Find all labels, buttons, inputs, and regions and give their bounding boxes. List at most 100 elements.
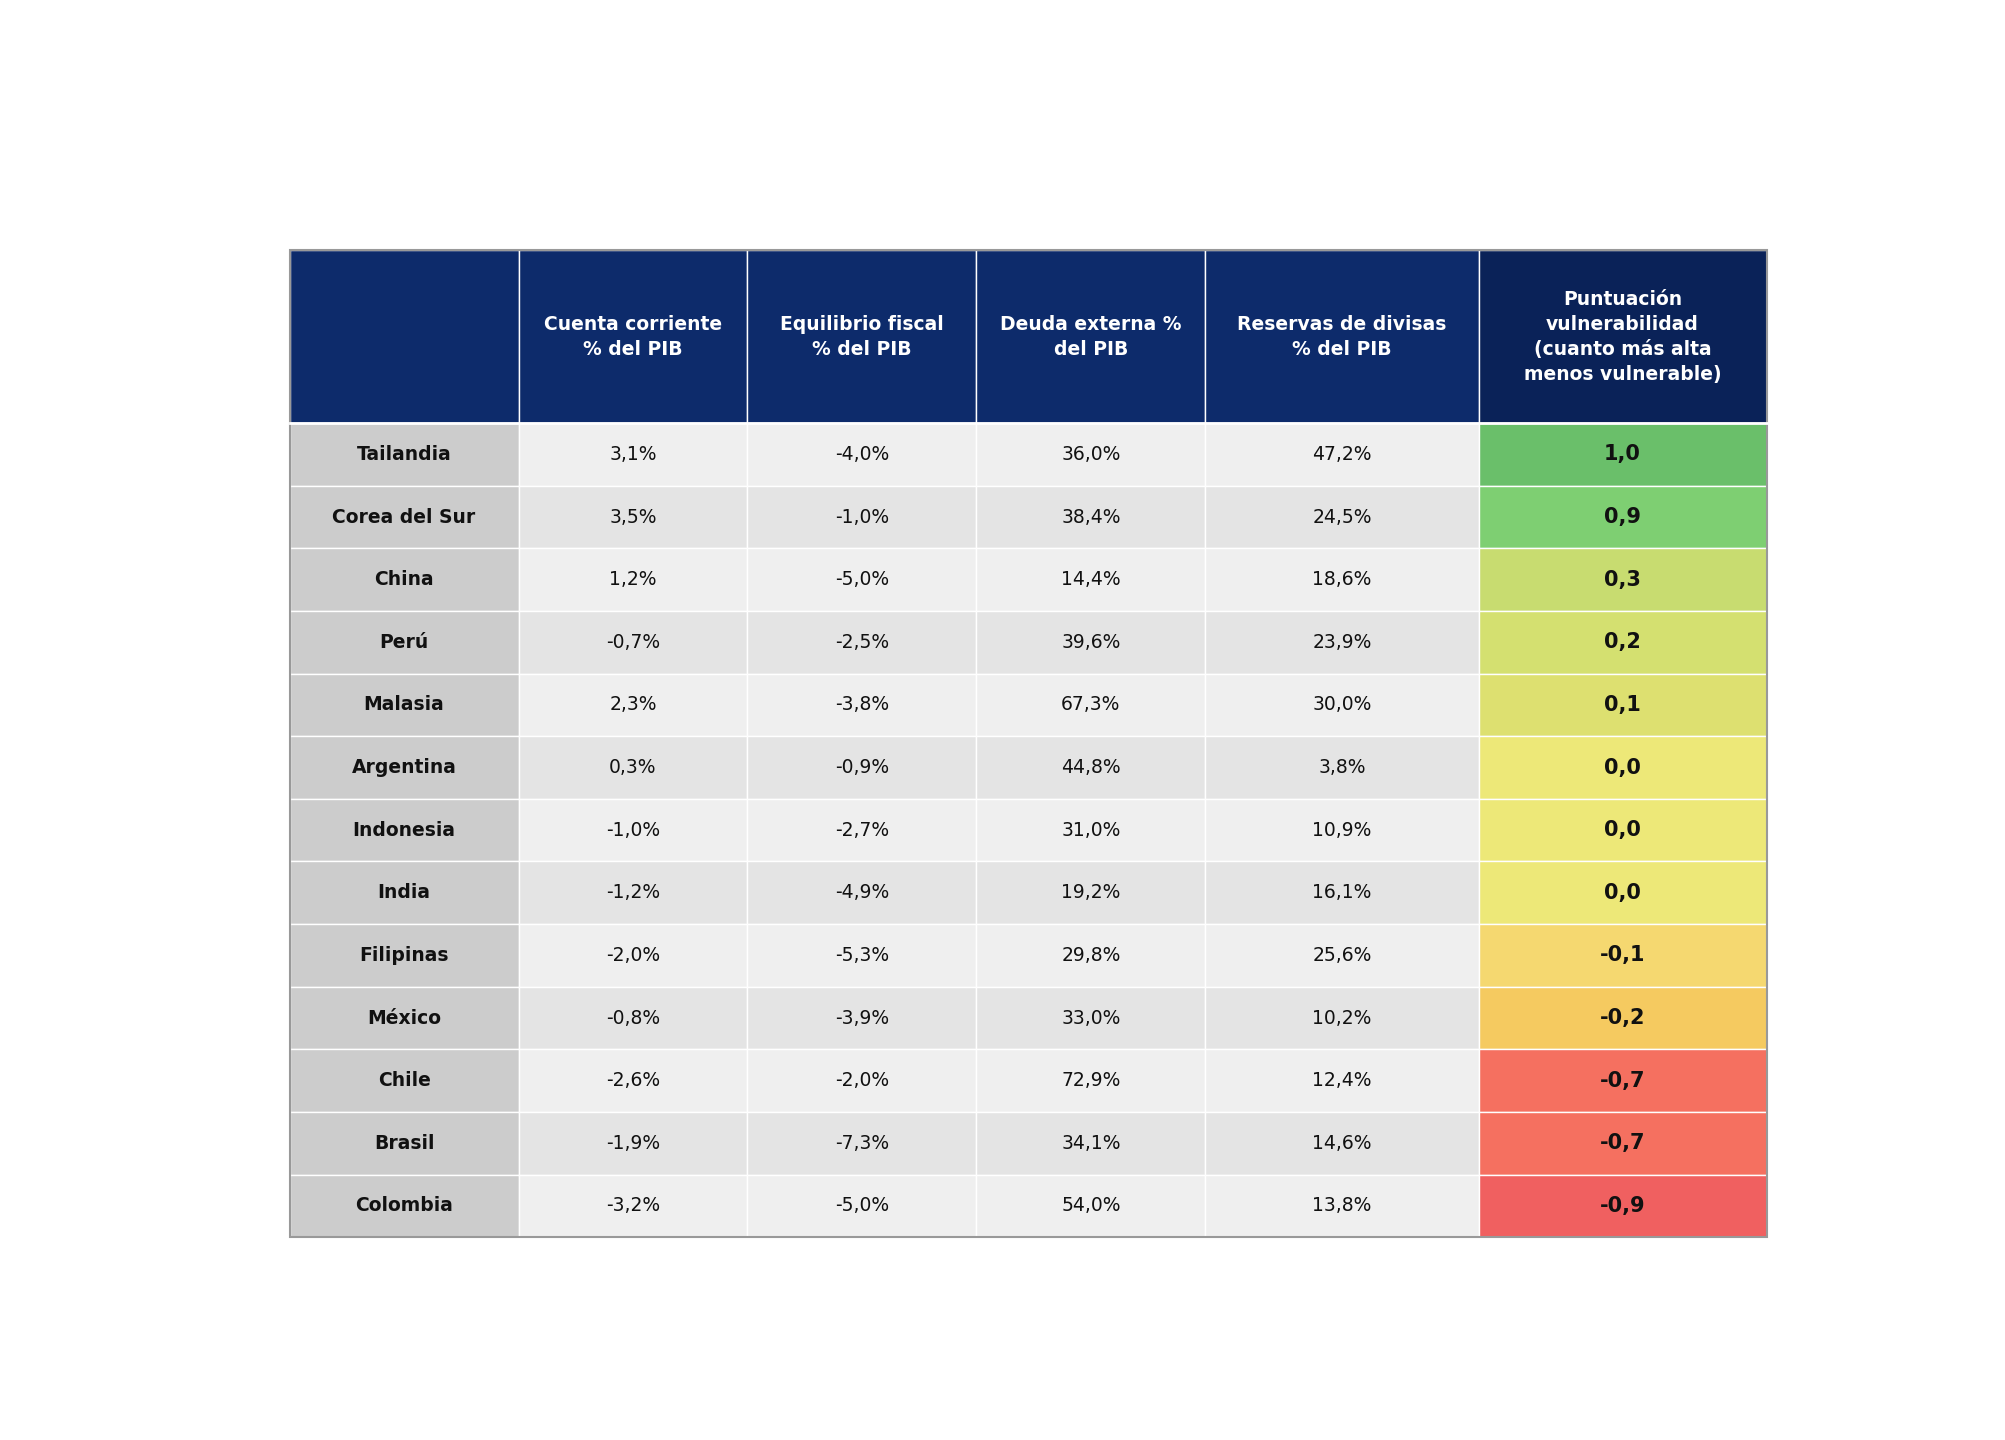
Text: 30,0%: 30,0% (1311, 696, 1371, 714)
FancyBboxPatch shape (748, 736, 976, 799)
FancyBboxPatch shape (517, 1175, 748, 1237)
FancyBboxPatch shape (289, 1175, 517, 1237)
FancyBboxPatch shape (1205, 1050, 1478, 1112)
Text: 33,0%: 33,0% (1061, 1008, 1121, 1028)
Text: -0,7%: -0,7% (606, 632, 660, 652)
FancyBboxPatch shape (1478, 251, 1766, 423)
Text: 0,1: 0,1 (1604, 696, 1640, 714)
Text: 36,0%: 36,0% (1061, 445, 1121, 464)
Text: 0,0: 0,0 (1604, 821, 1640, 840)
FancyBboxPatch shape (289, 549, 517, 611)
Text: México: México (367, 1008, 441, 1028)
FancyBboxPatch shape (517, 485, 748, 549)
Text: -1,0%: -1,0% (606, 821, 660, 840)
Text: 19,2%: 19,2% (1061, 883, 1121, 903)
FancyBboxPatch shape (748, 611, 976, 674)
FancyBboxPatch shape (976, 423, 1205, 485)
FancyBboxPatch shape (1478, 1050, 1766, 1112)
FancyBboxPatch shape (976, 1175, 1205, 1237)
Text: Indonesia: Indonesia (353, 821, 455, 840)
Text: 67,3%: 67,3% (1061, 696, 1121, 714)
FancyBboxPatch shape (976, 1112, 1205, 1175)
FancyBboxPatch shape (289, 674, 517, 736)
Text: -2,7%: -2,7% (834, 821, 888, 840)
FancyBboxPatch shape (748, 1175, 976, 1237)
FancyBboxPatch shape (1205, 549, 1478, 611)
FancyBboxPatch shape (1205, 1175, 1478, 1237)
FancyBboxPatch shape (517, 736, 748, 799)
FancyBboxPatch shape (517, 423, 748, 485)
FancyBboxPatch shape (1205, 674, 1478, 736)
FancyBboxPatch shape (517, 986, 748, 1050)
Text: -4,0%: -4,0% (834, 445, 888, 464)
FancyBboxPatch shape (976, 549, 1205, 611)
Text: Filipinas: Filipinas (359, 946, 449, 965)
FancyBboxPatch shape (289, 799, 517, 861)
FancyBboxPatch shape (517, 549, 748, 611)
Text: 34,1%: 34,1% (1061, 1133, 1121, 1153)
Text: -2,0%: -2,0% (834, 1071, 888, 1090)
FancyBboxPatch shape (976, 251, 1205, 423)
FancyBboxPatch shape (517, 924, 748, 986)
FancyBboxPatch shape (289, 736, 517, 799)
FancyBboxPatch shape (976, 799, 1205, 861)
Text: 3,5%: 3,5% (610, 507, 656, 527)
Text: -4,9%: -4,9% (834, 883, 888, 903)
FancyBboxPatch shape (748, 986, 976, 1050)
Text: -1,9%: -1,9% (606, 1133, 660, 1153)
Text: India: India (377, 883, 431, 903)
Text: -3,9%: -3,9% (834, 1008, 888, 1028)
FancyBboxPatch shape (1205, 861, 1478, 924)
Text: -5,0%: -5,0% (834, 570, 888, 589)
Text: 2,3%: 2,3% (610, 696, 656, 714)
Text: Malasia: Malasia (363, 696, 445, 714)
Text: -5,0%: -5,0% (834, 1197, 888, 1215)
FancyBboxPatch shape (1478, 736, 1766, 799)
FancyBboxPatch shape (517, 611, 748, 674)
Text: 0,9: 0,9 (1604, 507, 1640, 527)
Text: 47,2%: 47,2% (1311, 445, 1371, 464)
Text: 29,8%: 29,8% (1061, 946, 1121, 965)
FancyBboxPatch shape (289, 423, 517, 485)
FancyBboxPatch shape (976, 485, 1205, 549)
Text: -7,3%: -7,3% (834, 1133, 888, 1153)
Text: Argentina: Argentina (351, 757, 457, 778)
Text: Brasil: Brasil (373, 1133, 435, 1153)
Text: Tailandia: Tailandia (357, 445, 451, 464)
FancyBboxPatch shape (748, 485, 976, 549)
FancyBboxPatch shape (748, 549, 976, 611)
FancyBboxPatch shape (1205, 611, 1478, 674)
FancyBboxPatch shape (748, 1112, 976, 1175)
FancyBboxPatch shape (289, 924, 517, 986)
Text: -1,0%: -1,0% (834, 507, 888, 527)
Text: 72,9%: 72,9% (1061, 1071, 1121, 1090)
Text: -0,9: -0,9 (1598, 1197, 1644, 1215)
FancyBboxPatch shape (1205, 485, 1478, 549)
FancyBboxPatch shape (289, 485, 517, 549)
FancyBboxPatch shape (517, 861, 748, 924)
FancyBboxPatch shape (289, 1050, 517, 1112)
FancyBboxPatch shape (289, 611, 517, 674)
Text: -5,3%: -5,3% (834, 946, 888, 965)
FancyBboxPatch shape (976, 674, 1205, 736)
FancyBboxPatch shape (1478, 485, 1766, 549)
Text: 0,2: 0,2 (1604, 632, 1640, 652)
FancyBboxPatch shape (748, 423, 976, 485)
FancyBboxPatch shape (1478, 1112, 1766, 1175)
Text: 54,0%: 54,0% (1061, 1197, 1121, 1215)
Text: Perú: Perú (379, 632, 429, 652)
Text: -2,6%: -2,6% (606, 1071, 660, 1090)
Text: 3,1%: 3,1% (610, 445, 656, 464)
Text: 38,4%: 38,4% (1061, 507, 1121, 527)
Text: 18,6%: 18,6% (1311, 570, 1371, 589)
FancyBboxPatch shape (976, 611, 1205, 674)
Text: -0,8%: -0,8% (606, 1008, 660, 1028)
FancyBboxPatch shape (1205, 799, 1478, 861)
FancyBboxPatch shape (1478, 611, 1766, 674)
FancyBboxPatch shape (976, 924, 1205, 986)
Text: -3,2%: -3,2% (606, 1197, 660, 1215)
Text: 23,9%: 23,9% (1311, 632, 1371, 652)
Text: 16,1%: 16,1% (1311, 883, 1371, 903)
Text: -2,5%: -2,5% (834, 632, 888, 652)
FancyBboxPatch shape (748, 1050, 976, 1112)
